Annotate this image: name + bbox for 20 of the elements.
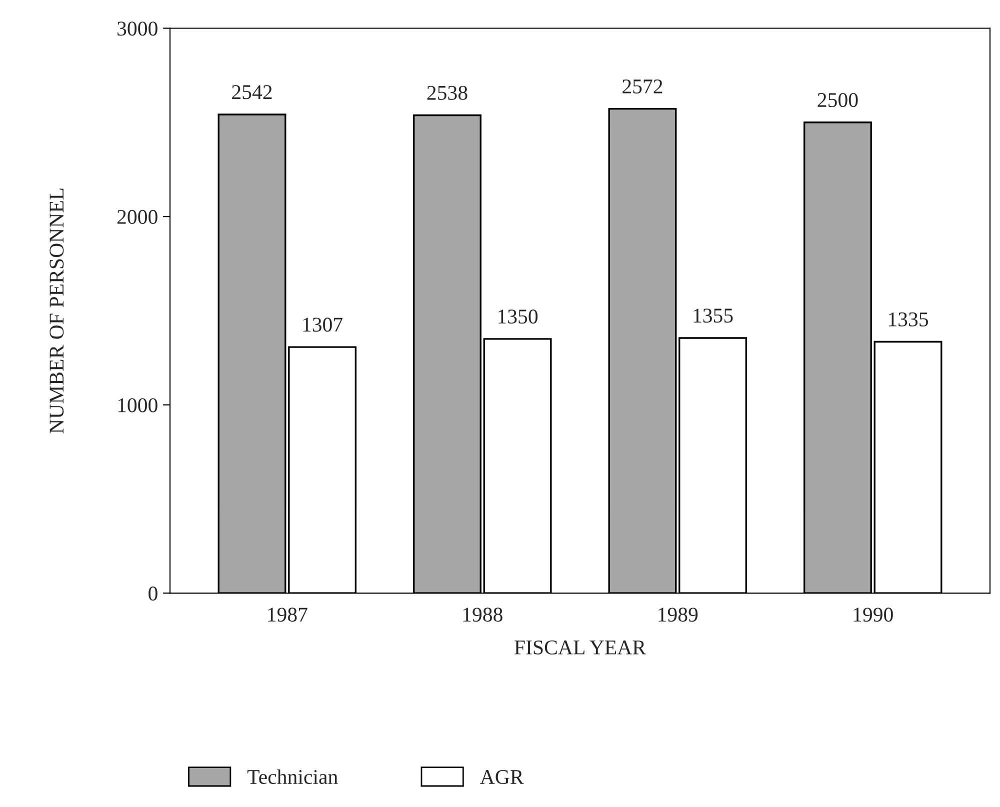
x-tick-label: 1989 — [658, 608, 698, 622]
legend-label: Technician — [247, 769, 338, 784]
data-label: 1335 — [889, 312, 928, 326]
x-tick-label: 1987 — [268, 608, 308, 622]
y-axis-title: NUMBER OF PERSONNEL — [50, 188, 64, 434]
y-tick-label: 3000 — [118, 22, 158, 36]
x-tick-label: 1988 — [463, 608, 502, 622]
data-label: 1355 — [694, 308, 733, 323]
y-tick-label: 0 — [148, 586, 158, 601]
data-label: 2538 — [427, 86, 468, 100]
data-label: 2500 — [818, 92, 858, 108]
x-tick-label: 1990 — [854, 608, 893, 622]
x-axis-title: FISCAL YEAR — [514, 640, 646, 654]
y-tick-label: 2000 — [117, 210, 158, 224]
data-label: 1350 — [498, 310, 538, 324]
data-label: 2572 — [622, 79, 662, 94]
data-label: 1307 — [303, 318, 343, 332]
data-label: 2542 — [232, 85, 272, 100]
legend-label: AGR — [480, 770, 524, 784]
y-tick-label: 1000 — [118, 398, 158, 412]
